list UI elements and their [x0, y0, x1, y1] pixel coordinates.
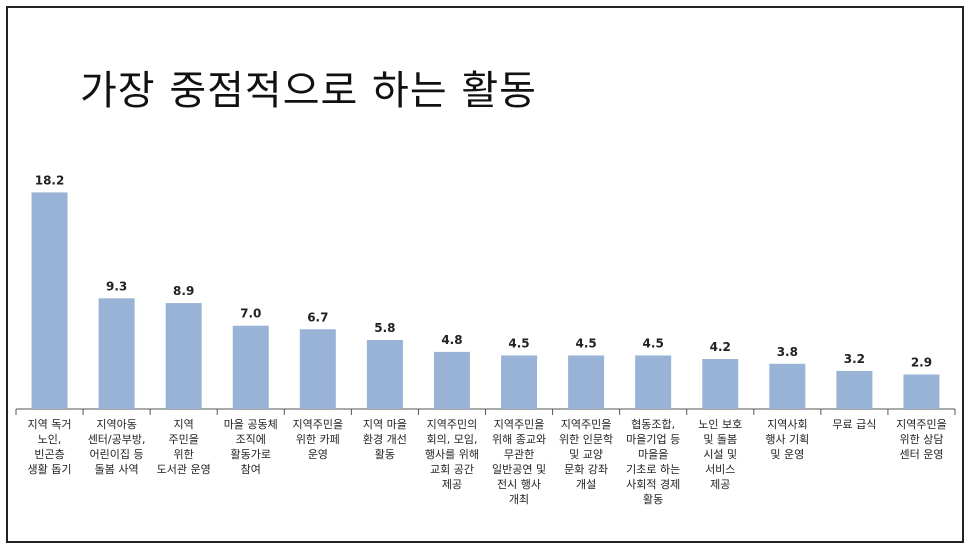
bar [903, 374, 940, 409]
bar [31, 192, 68, 409]
category-label: 지역아동 센터/공부방, 어린이집 등 돌봄 사역 [88, 418, 146, 476]
bar [836, 370, 873, 409]
data-label: 4.2 [710, 340, 731, 354]
bar [165, 303, 202, 409]
bar [769, 363, 806, 409]
bar [702, 359, 739, 409]
category-label: 지역 독거 노인, 빈곤층 생활 돕기 [28, 418, 72, 476]
data-label: 8.9 [173, 284, 194, 298]
category-label: 지역 주민을 위한 도서관 운영 [157, 418, 211, 476]
bar [501, 355, 538, 409]
bar [299, 329, 336, 409]
category-label: 지역주민을 위한 카페 운영 [293, 418, 344, 461]
bar [232, 325, 269, 409]
category-label: 노인 보호 및 돌봄 시설 및 서비스 제공 [698, 418, 742, 491]
category-label: 지역주민의 회의, 모임, 행사를 위해 교회 공간 제공 [425, 418, 479, 491]
category-label: 무료 급식 [832, 418, 876, 431]
category-label: 협동조합, 마을기업 등 마을을 기초로 하는 사회적 경제 활동 [626, 418, 680, 506]
page-title: 가장 중점적으로 하는 활동 [80, 68, 537, 114]
data-label: 7.0 [240, 307, 261, 321]
data-label: 6.7 [307, 310, 328, 324]
data-label: 9.3 [106, 279, 127, 293]
data-label: 4.5 [643, 336, 664, 350]
bar [98, 298, 135, 409]
category-label: 마을 공동체 조직에 활동가로 참여 [224, 418, 278, 476]
bar [433, 351, 470, 409]
bar [635, 355, 672, 409]
bar [366, 339, 403, 409]
category-label: 지역사회 행사 기획 및 운영 [765, 418, 809, 461]
data-label: 3.2 [844, 352, 865, 366]
category-label: 지역주민을 위한 상담 센터 운영 [896, 418, 947, 461]
category-label: 지역 마을 환경 개선 활동 [363, 418, 407, 461]
category-label: 지역주민을 위해 종교와 무관한 일반공연 및 전시 행사 개최 [492, 418, 546, 506]
data-label: 18.2 [35, 173, 65, 187]
chart-frame [6, 6, 964, 543]
category-label: 지역주민을 위한 인문학 및 교양 문화 강좌 개설 [559, 418, 613, 491]
data-label: 4.5 [575, 336, 596, 350]
data-label: 4.5 [508, 336, 529, 350]
data-label: 2.9 [911, 355, 932, 369]
data-label: 3.8 [777, 345, 798, 359]
bar [568, 355, 605, 409]
data-label: 4.8 [441, 333, 462, 347]
data-label: 5.8 [374, 321, 395, 335]
